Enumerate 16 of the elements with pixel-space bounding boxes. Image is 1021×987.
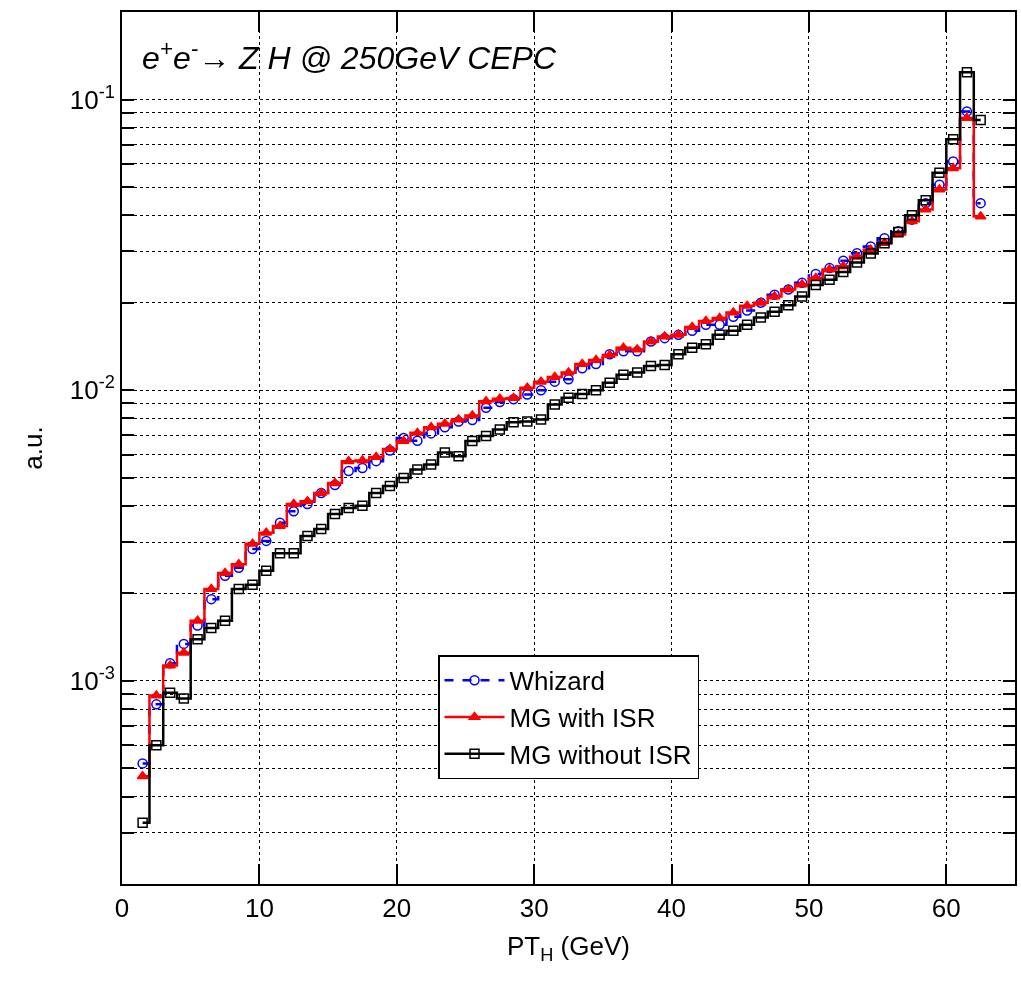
x-axis-title: PT$_{H}$ (GeV) <box>507 931 630 965</box>
text: e$^{+}$e$^{-}$→ Z H @ 250GeV CEPC <box>142 36 557 77</box>
y-tick-label: 10$^{-2}$ <box>69 372 115 406</box>
legend-label: Whizard <box>509 666 605 697</box>
legend-label: MG with ISR <box>509 703 656 734</box>
x-tick-label: 60 <box>931 893 961 924</box>
x-tick-label: 30 <box>519 893 549 924</box>
x-tick-label: 0 <box>114 893 130 924</box>
x-tick-label: 40 <box>657 893 686 924</box>
y-tick-label: 10$^{-3}$ <box>69 663 115 696</box>
y-tick-label: 10$^{-1}$ <box>69 81 115 115</box>
x-tick-label: 50 <box>794 893 824 924</box>
x-tick-label: 10 <box>244 893 274 924</box>
legend-label: MG without ISR <box>509 740 692 770</box>
y-axis-title: a.u. <box>17 426 48 470</box>
x-tick-label: 20 <box>382 893 412 924</box>
